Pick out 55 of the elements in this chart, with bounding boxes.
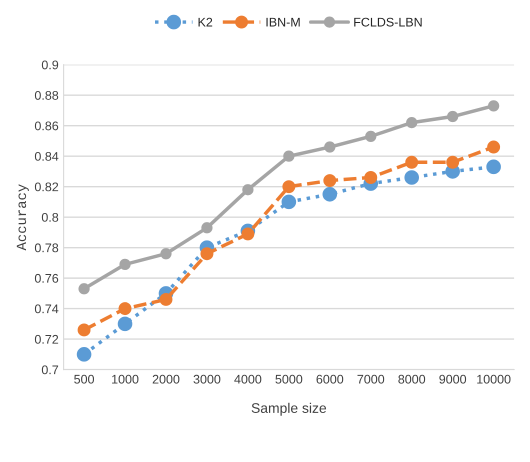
point bbox=[446, 156, 460, 169]
point bbox=[200, 247, 214, 260]
point bbox=[78, 324, 91, 336]
point bbox=[160, 293, 172, 306]
point bbox=[406, 116, 418, 128]
point bbox=[365, 130, 376, 142]
y-tick-label: 0.74 bbox=[34, 304, 58, 314]
x-tick-label: 4000 bbox=[234, 374, 262, 384]
point bbox=[447, 110, 458, 122]
legend-label: FCLDS-LBN bbox=[354, 18, 422, 27]
x-tick-label: 8000 bbox=[398, 374, 426, 384]
x-tick-label: 10000 bbox=[477, 374, 511, 384]
y-tick-label: 0.78 bbox=[34, 243, 58, 252]
point bbox=[160, 248, 172, 260]
point bbox=[486, 160, 501, 174]
point bbox=[404, 170, 420, 185]
point bbox=[119, 258, 131, 270]
y-tick-label: 0.88 bbox=[34, 90, 58, 100]
point bbox=[324, 141, 336, 153]
legend-label: K2 bbox=[198, 18, 212, 26]
x-tick-label: 2000 bbox=[152, 374, 180, 384]
point bbox=[118, 302, 132, 316]
point bbox=[282, 194, 296, 210]
point bbox=[76, 347, 92, 362]
point bbox=[118, 316, 132, 332]
y-tick-label: 0.84 bbox=[34, 152, 58, 161]
x-tick-label: 3000 bbox=[194, 374, 220, 384]
y-tick-label: 0.72 bbox=[34, 334, 58, 344]
x-axis-title: Sample size bbox=[252, 402, 326, 416]
x-tick-label: 1000 bbox=[112, 374, 138, 384]
point bbox=[364, 171, 378, 184]
y-tick-label: 0.7 bbox=[42, 365, 58, 374]
x-tick-label: 6000 bbox=[316, 374, 344, 384]
legend-label: IBN-M bbox=[266, 18, 300, 26]
x-tick-label: 5000 bbox=[275, 374, 302, 384]
y-tick-label: 0.86 bbox=[34, 121, 58, 130]
point bbox=[487, 140, 500, 154]
point bbox=[323, 174, 336, 188]
y-tick-label: 0.8 bbox=[42, 212, 58, 222]
point bbox=[322, 186, 338, 202]
x-tick-label: 7000 bbox=[357, 374, 384, 384]
y-tick-label: 0.9 bbox=[42, 60, 58, 70]
point bbox=[488, 100, 500, 112]
x-tick-label: 500 bbox=[74, 374, 94, 384]
point bbox=[283, 150, 294, 162]
point bbox=[242, 184, 254, 196]
y-tick-label: 0.76 bbox=[34, 274, 58, 283]
point bbox=[282, 180, 296, 194]
point bbox=[241, 227, 254, 240]
x-tick-label: 9000 bbox=[439, 374, 466, 384]
point bbox=[405, 156, 418, 169]
y-axis-title: Accuracy bbox=[16, 184, 29, 250]
point bbox=[78, 283, 90, 294]
point bbox=[201, 222, 213, 234]
y-tick-label: 0.82 bbox=[34, 182, 58, 192]
